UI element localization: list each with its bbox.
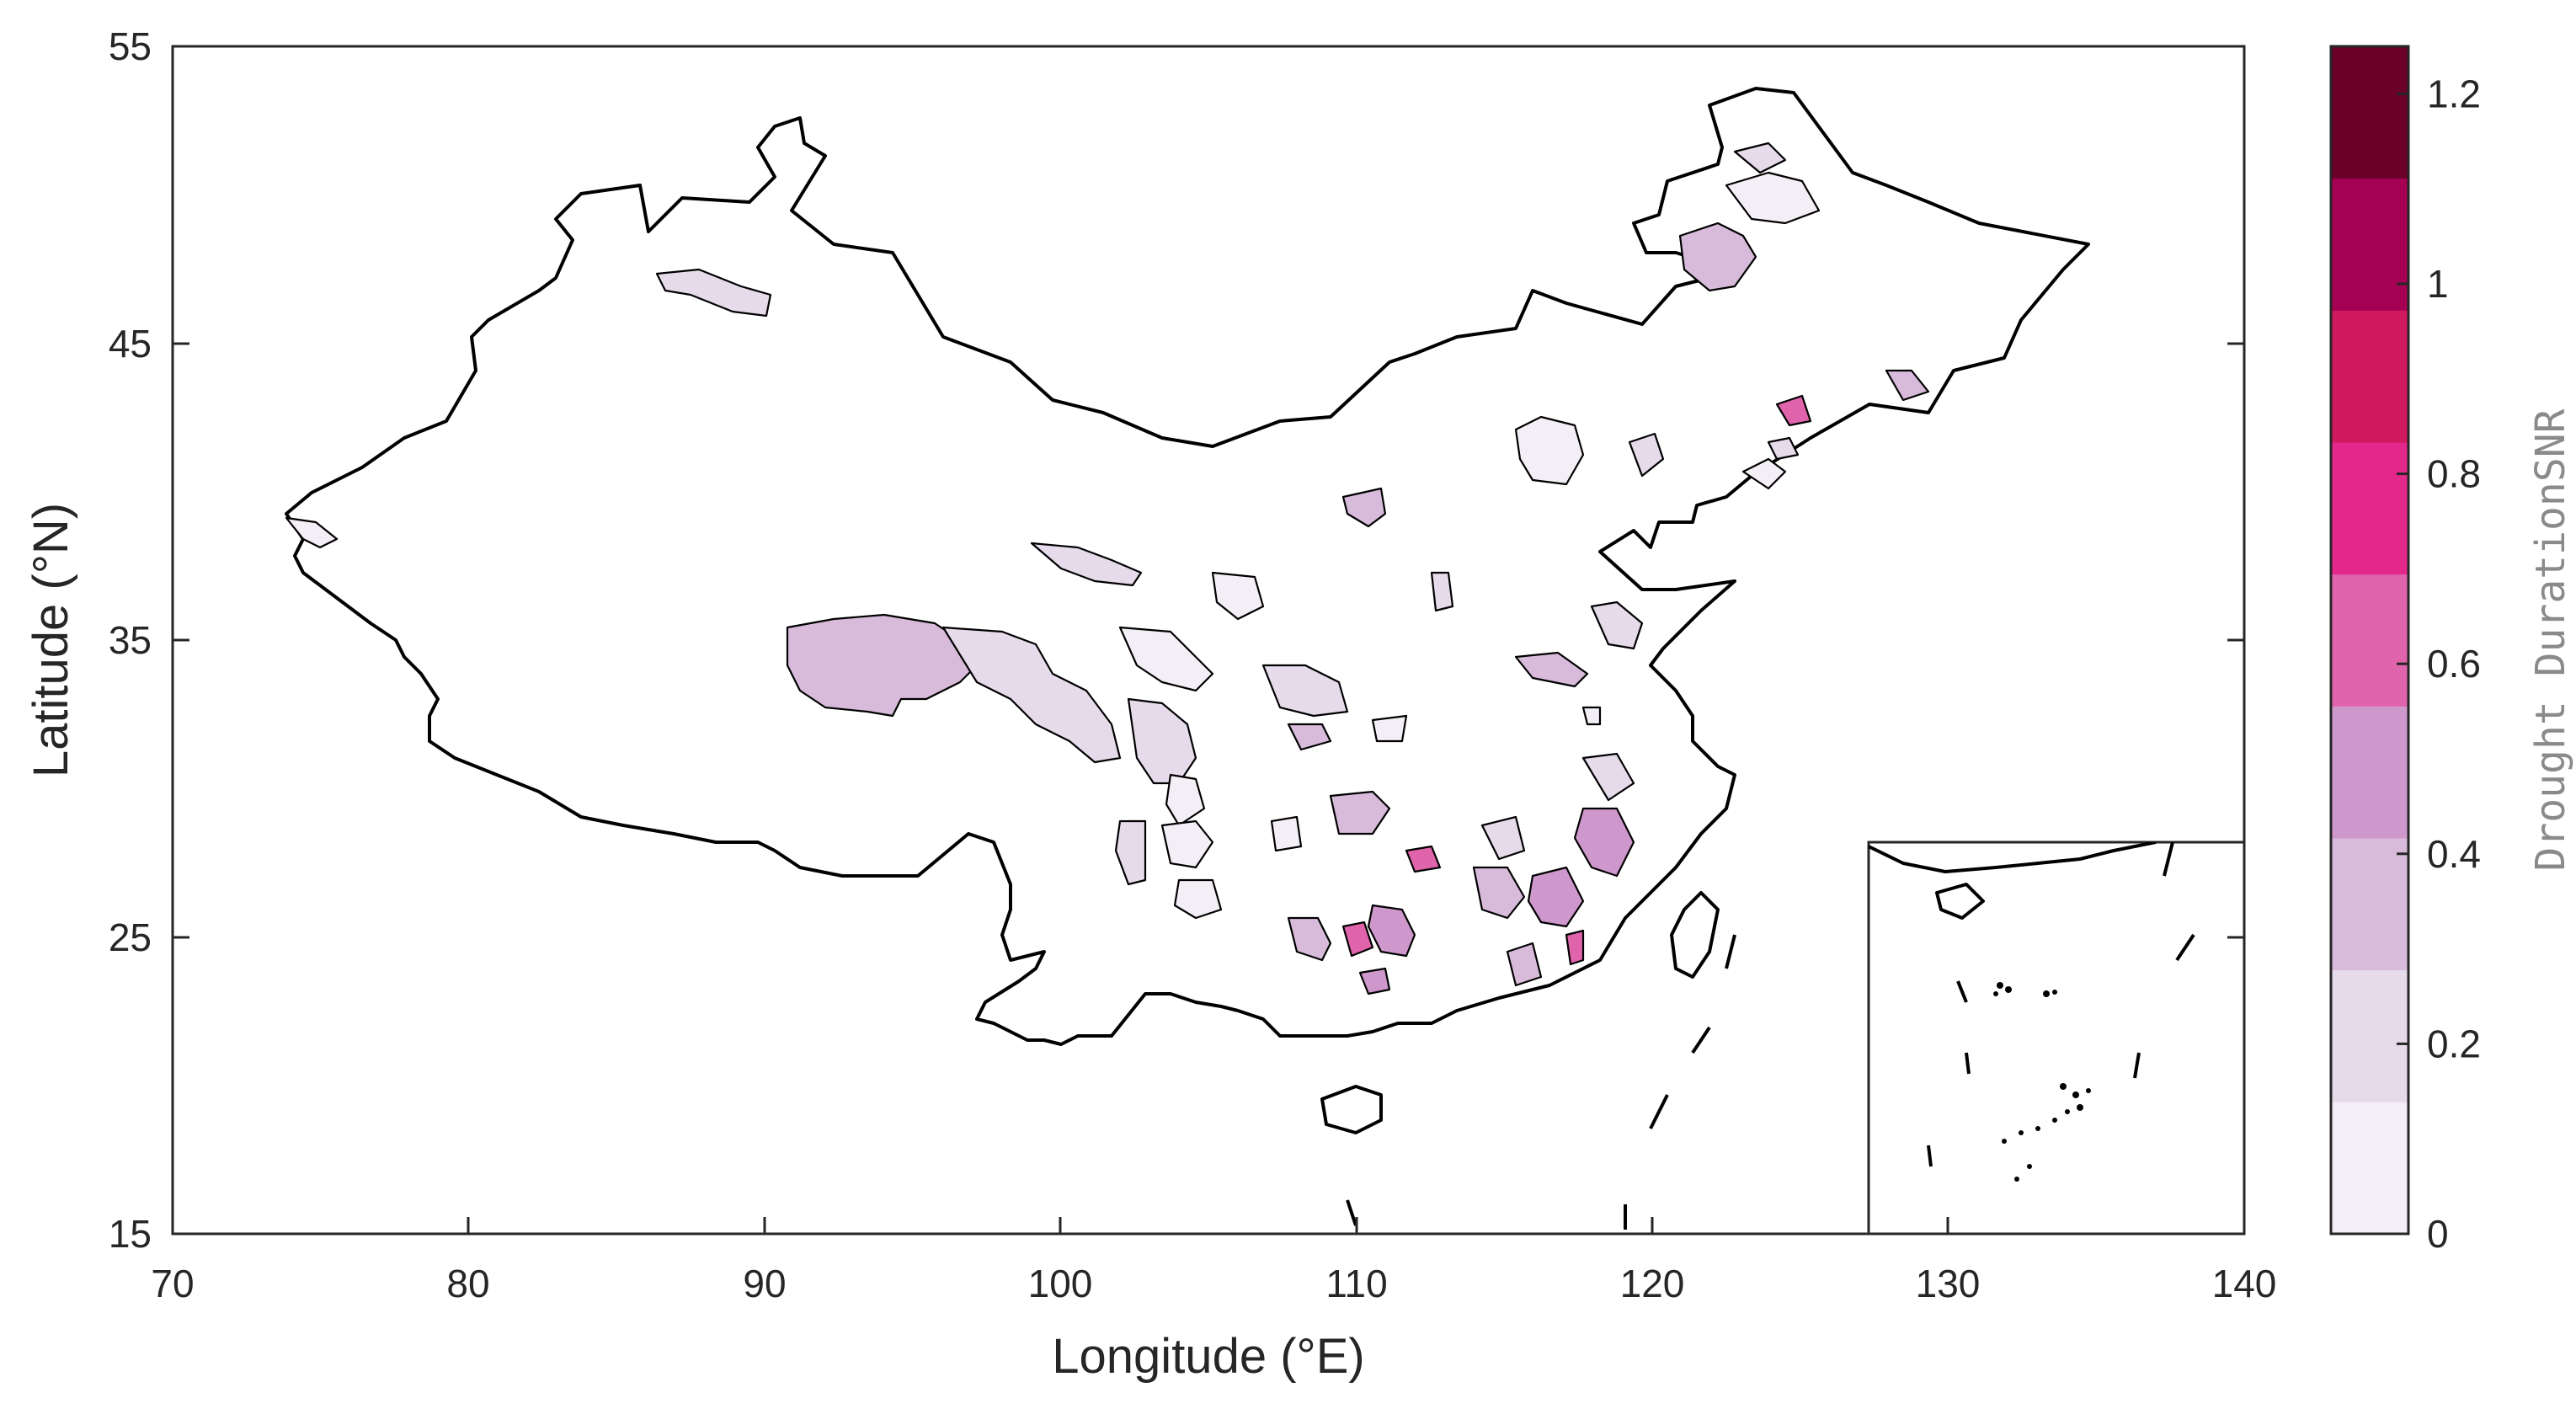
colorbar-steps	[2331, 46, 2408, 1235]
hainan-outline	[1320, 1085, 1383, 1134]
x-tick-label: 70	[151, 1262, 194, 1305]
x-tick-label: 130	[1916, 1262, 1981, 1305]
taiwan-outline	[1670, 891, 1720, 979]
colorbar-step	[2331, 442, 2408, 575]
colorbar-label: Drought DurationSNR	[2527, 408, 2574, 871]
colorbar-step	[2331, 46, 2408, 179]
colorbar-tick-label: 0.2	[2427, 1022, 2481, 1065]
colorbar-step	[2331, 1102, 2408, 1235]
colorbar: 0 0.2 0.4 0.6 0.8 1 1.2 Drought DurationSNR	[2329, 45, 2574, 1256]
x-axis-label: Longitude (°E)	[1052, 1329, 1364, 1384]
y-axis: 15 25 35 45 55 Latitude (°N)	[24, 24, 2244, 1256]
basin-polygons	[285, 141, 1930, 995]
colorbar-tick-label: 0.4	[2427, 832, 2481, 876]
y-tick-label: 25	[109, 915, 152, 959]
colorbar-frame	[2329, 45, 2410, 1236]
colorbar-step	[2331, 574, 2408, 707]
colorbar-step	[2331, 969, 2408, 1102]
colorbar-step	[2331, 310, 2408, 443]
inset-map	[1867, 841, 2246, 1236]
colorbar-tick-label: 0.8	[2427, 452, 2481, 496]
y-tick-label: 45	[109, 322, 152, 366]
nine-dash-line	[1346, 934, 1736, 1230]
colorbar-tick-label: 1.2	[2427, 72, 2481, 115]
colorbar-ticks: 0 0.2 0.4 0.6 0.8 1 1.2	[2397, 72, 2481, 1256]
colorbar-step	[2331, 838, 2408, 971]
x-axis: 70 80 90 100 110 120 130 140 Longitude (…	[151, 1217, 2276, 1384]
x-tick-label: 110	[1325, 1262, 1387, 1305]
y-axis-label: Latitude (°N)	[24, 503, 78, 777]
colorbar-tick-label: 0.6	[2427, 642, 2481, 686]
x-tick-label: 120	[1620, 1262, 1685, 1305]
x-tick-label: 90	[743, 1262, 786, 1305]
colorbar-tick-label: 1	[2427, 262, 2449, 306]
x-tick-label: 140	[2212, 1262, 2277, 1305]
y-tick-label: 15	[109, 1212, 152, 1256]
colorbar-tick-label: 0	[2427, 1212, 2449, 1256]
y-tick-label: 35	[109, 618, 152, 662]
x-tick-label: 80	[446, 1262, 489, 1305]
china-border	[285, 87, 2090, 1046]
colorbar-step	[2331, 706, 2408, 839]
colorbar-step	[2331, 178, 2408, 311]
x-tick-label: 100	[1028, 1262, 1093, 1305]
y-tick-label: 55	[109, 24, 152, 68]
